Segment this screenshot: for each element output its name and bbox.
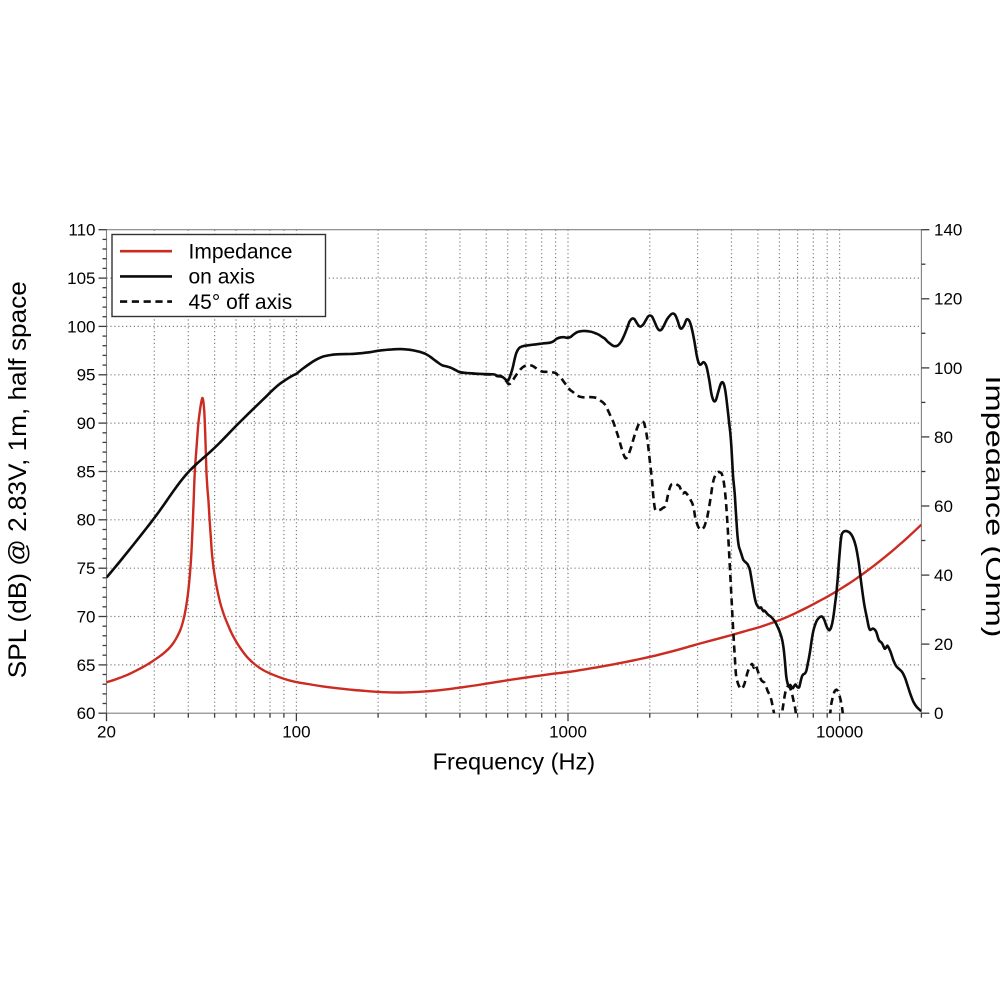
svg-text:60: 60 bbox=[77, 704, 96, 723]
svg-text:0: 0 bbox=[934, 704, 943, 723]
svg-text:100: 100 bbox=[282, 723, 310, 742]
svg-text:40: 40 bbox=[934, 566, 953, 585]
svg-text:10000: 10000 bbox=[816, 723, 863, 742]
svg-text:Impedance: Impedance bbox=[189, 240, 293, 263]
svg-text:90: 90 bbox=[77, 414, 96, 433]
svg-text:Impedance (Ohm): Impedance (Ohm) bbox=[980, 376, 1000, 638]
svg-text:120: 120 bbox=[934, 290, 962, 309]
svg-text:65: 65 bbox=[77, 656, 96, 675]
svg-text:1000: 1000 bbox=[549, 723, 587, 742]
svg-text:60: 60 bbox=[934, 497, 953, 516]
svg-text:140: 140 bbox=[934, 221, 962, 240]
svg-text:95: 95 bbox=[77, 366, 96, 385]
svg-text:100: 100 bbox=[934, 359, 962, 378]
svg-text:45° off axis: 45° off axis bbox=[189, 291, 293, 314]
svg-text:100: 100 bbox=[67, 317, 95, 336]
svg-text:20: 20 bbox=[97, 723, 116, 742]
svg-text:80: 80 bbox=[77, 511, 96, 530]
svg-text:85: 85 bbox=[77, 462, 96, 481]
svg-text:75: 75 bbox=[77, 559, 96, 578]
svg-text:Frequency (Hz): Frequency (Hz) bbox=[433, 749, 596, 775]
svg-text:70: 70 bbox=[77, 607, 96, 626]
svg-text:105: 105 bbox=[67, 269, 95, 288]
svg-text:110: 110 bbox=[68, 221, 95, 240]
svg-text:20: 20 bbox=[934, 635, 953, 654]
svg-text:SPL (dB) @ 2.83V, 1m, half spa: SPL (dB) @ 2.83V, 1m, half space bbox=[4, 281, 32, 678]
svg-text:on axis: on axis bbox=[189, 266, 256, 289]
svg-text:80: 80 bbox=[934, 428, 953, 447]
